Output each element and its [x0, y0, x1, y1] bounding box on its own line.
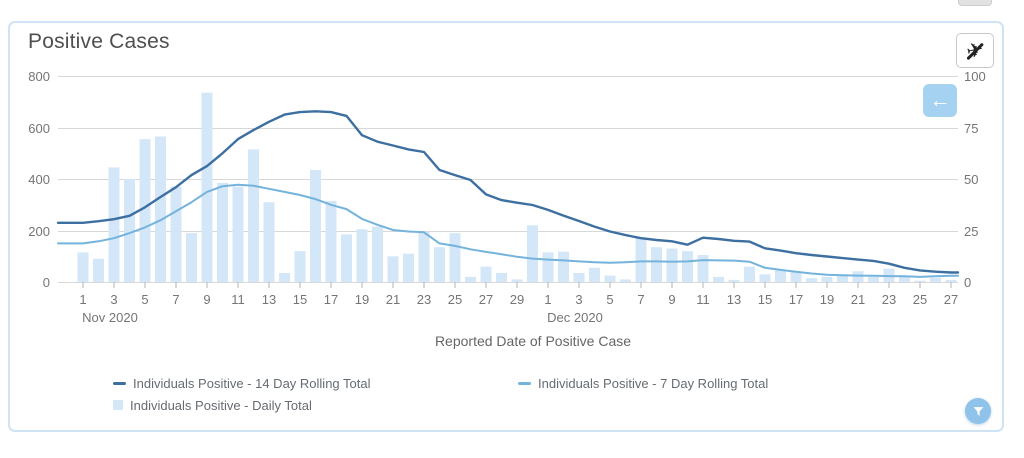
legend: Individuals Positive - 14 Day Rolling To… [113, 372, 873, 416]
legend-swatch-14day [113, 381, 126, 385]
filter-button[interactable] [965, 398, 991, 424]
legend-label-14day: Individuals Positive - 14 Day Rolling To… [133, 375, 371, 391]
cropped-toolbar-remnant [958, 0, 992, 6]
back-arrow-button[interactable]: ← [923, 84, 957, 117]
legend-item-daily-total[interactable]: Individuals Positive - Daily Total [113, 398, 518, 413]
legend-swatch-daily [113, 400, 123, 410]
plane-toggle-button[interactable]: ✈ [956, 33, 994, 68]
legend-row: Individuals Positive - Daily Total [113, 394, 873, 416]
page-title: Positive Cases [28, 30, 170, 53]
filter-funnel-icon [973, 406, 983, 416]
legend-item-14day-rolling[interactable]: Individuals Positive - 14 Day Rolling To… [113, 376, 518, 391]
positive-cases-card [8, 21, 1004, 432]
legend-label-daily: Individuals Positive - Daily Total [130, 397, 312, 413]
legend-label-7day: Individuals Positive - 7 Day Rolling Tot… [538, 375, 769, 391]
legend-item-7day-rolling[interactable]: Individuals Positive - 7 Day Rolling Tot… [518, 376, 768, 391]
legend-row: Individuals Positive - 14 Day Rolling To… [113, 372, 873, 394]
legend-swatch-7day [518, 381, 531, 385]
